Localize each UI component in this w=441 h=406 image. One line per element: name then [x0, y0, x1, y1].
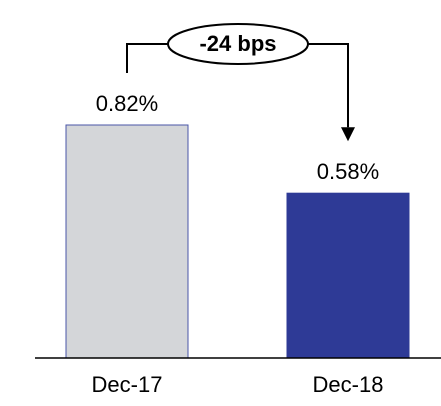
bars-layer — [65, 124, 410, 359]
bar-dec-18 — [286, 192, 410, 359]
arrow-down-icon — [341, 127, 355, 142]
x-tick-label-dec-17: Dec-17 — [92, 372, 163, 397]
x-tick-label-dec-18: Dec-18 — [313, 372, 384, 397]
annotation-label: -24 bps — [199, 31, 276, 56]
annotation-bubble — [167, 23, 309, 65]
x-tick-labels-layer: Dec-17 Dec-18 — [92, 372, 384, 397]
data-labels-layer: 0.82% 0.58% — [96, 91, 379, 184]
data-label-dec-17: 0.82% — [96, 91, 158, 116]
bar-dec-17 — [65, 124, 189, 359]
change-annotation: -24 bps — [126, 23, 355, 142]
data-label-dec-18: 0.58% — [317, 159, 379, 184]
